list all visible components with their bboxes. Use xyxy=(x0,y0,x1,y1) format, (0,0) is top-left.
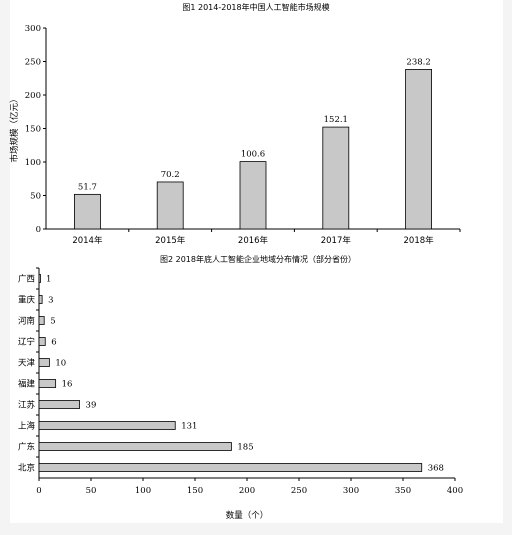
chart2-data-label: 16 xyxy=(62,380,73,390)
chart1-data-label: 70.2 xyxy=(161,170,180,180)
chart1-y-tick-label: 150 xyxy=(25,125,41,135)
chart2-bar xyxy=(38,295,43,304)
chart2-x-tick-label: 200 xyxy=(239,486,255,496)
chart2-data-label: 10 xyxy=(55,359,66,369)
chart1-data-label: 238.2 xyxy=(406,57,430,67)
chart2-bar xyxy=(38,274,41,283)
chart1-data-label: 51.7 xyxy=(78,182,97,192)
chart2-data-label: 131 xyxy=(181,422,197,432)
chart1-bar xyxy=(74,193,101,230)
chart2-bar xyxy=(38,316,45,325)
chart1-y-tick-label: 0 xyxy=(36,225,41,235)
chart2-data-label: 6 xyxy=(51,338,56,348)
chart2-y-tick-label: 天津 xyxy=(18,358,36,369)
chart2-data-label: 5 xyxy=(50,317,55,327)
chart1-x-tick-label: 2018年 xyxy=(404,235,435,246)
chart1-bar xyxy=(405,69,433,230)
chart2-bar xyxy=(38,400,80,409)
chart2-x-tick-label: 50 xyxy=(86,486,97,496)
chart1-y-tick-label: 300 xyxy=(25,24,41,34)
chart1-y-tick-label: 50 xyxy=(30,192,41,202)
chart1-bar xyxy=(322,126,350,230)
chart2-y-tick-label: 广西 xyxy=(18,274,35,285)
chart2-bar xyxy=(38,421,176,430)
chart2-x-tick-label: 0 xyxy=(36,486,41,496)
chart1-data-label: 100.6 xyxy=(241,150,265,160)
chart2-bar xyxy=(38,379,57,388)
chart2-bar xyxy=(38,442,232,451)
chart2-y-tick-label: 上海 xyxy=(18,421,36,432)
chart1-x-tick-label: 2017年 xyxy=(321,235,352,246)
chart1-x-tick-label: 2014年 xyxy=(72,235,103,246)
chart2-bar xyxy=(38,337,46,346)
chart1-y-axis-label: 市场规模（亿元） xyxy=(9,94,20,162)
chart2-data-label: 3 xyxy=(48,296,53,306)
chart2-x-tick-label: 100 xyxy=(135,486,151,496)
chart2-title: 图2 2018年底人工智能企业地域分布情况（部分省份） xyxy=(160,254,356,264)
chart2-x-axis-label: 数量（个） xyxy=(226,510,269,521)
chart1-y-tick-label: 250 xyxy=(25,58,41,68)
chart2-y-tick-label: 北京 xyxy=(18,463,35,474)
chart2-data-label: 39 xyxy=(86,401,97,411)
chart1-y-tick-label: 100 xyxy=(25,158,41,168)
chart2-data-label: 1 xyxy=(46,275,51,285)
chart1-bar xyxy=(239,161,267,230)
chart2-data-label: 185 xyxy=(237,443,253,453)
chart2-x-tick-label: 150 xyxy=(187,486,203,496)
chart1-x-tick-label: 2015年 xyxy=(155,235,186,246)
chart2-x-tick-label: 400 xyxy=(447,486,463,496)
chart2-y-tick-label: 重庆 xyxy=(18,295,36,306)
chart2-y-tick-label: 福建 xyxy=(18,379,36,390)
chart2-bar xyxy=(38,463,423,472)
chart2-bar xyxy=(38,358,50,367)
chart2-data-label: 368 xyxy=(428,464,444,474)
chart1-title: 图1 2014-2018年中国人工智能市场规模 xyxy=(182,2,329,12)
chart2-x-tick-label: 250 xyxy=(291,486,307,496)
chart2-y-tick-label: 广东 xyxy=(18,442,35,453)
chart1-bar xyxy=(156,181,184,230)
chart2-y-tick-label: 江苏 xyxy=(18,400,36,411)
chart2-x-tick-label: 350 xyxy=(395,486,411,496)
chart1-data-label: 152.1 xyxy=(324,115,348,125)
chart2-x-tick-label: 300 xyxy=(343,486,359,496)
chart2-y-tick-label: 辽宁 xyxy=(18,337,35,348)
chart2-y-tick-label: 河南 xyxy=(18,316,35,327)
chart1-y-tick-label: 200 xyxy=(25,91,41,101)
chart1-x-tick-label: 2016年 xyxy=(238,235,269,246)
